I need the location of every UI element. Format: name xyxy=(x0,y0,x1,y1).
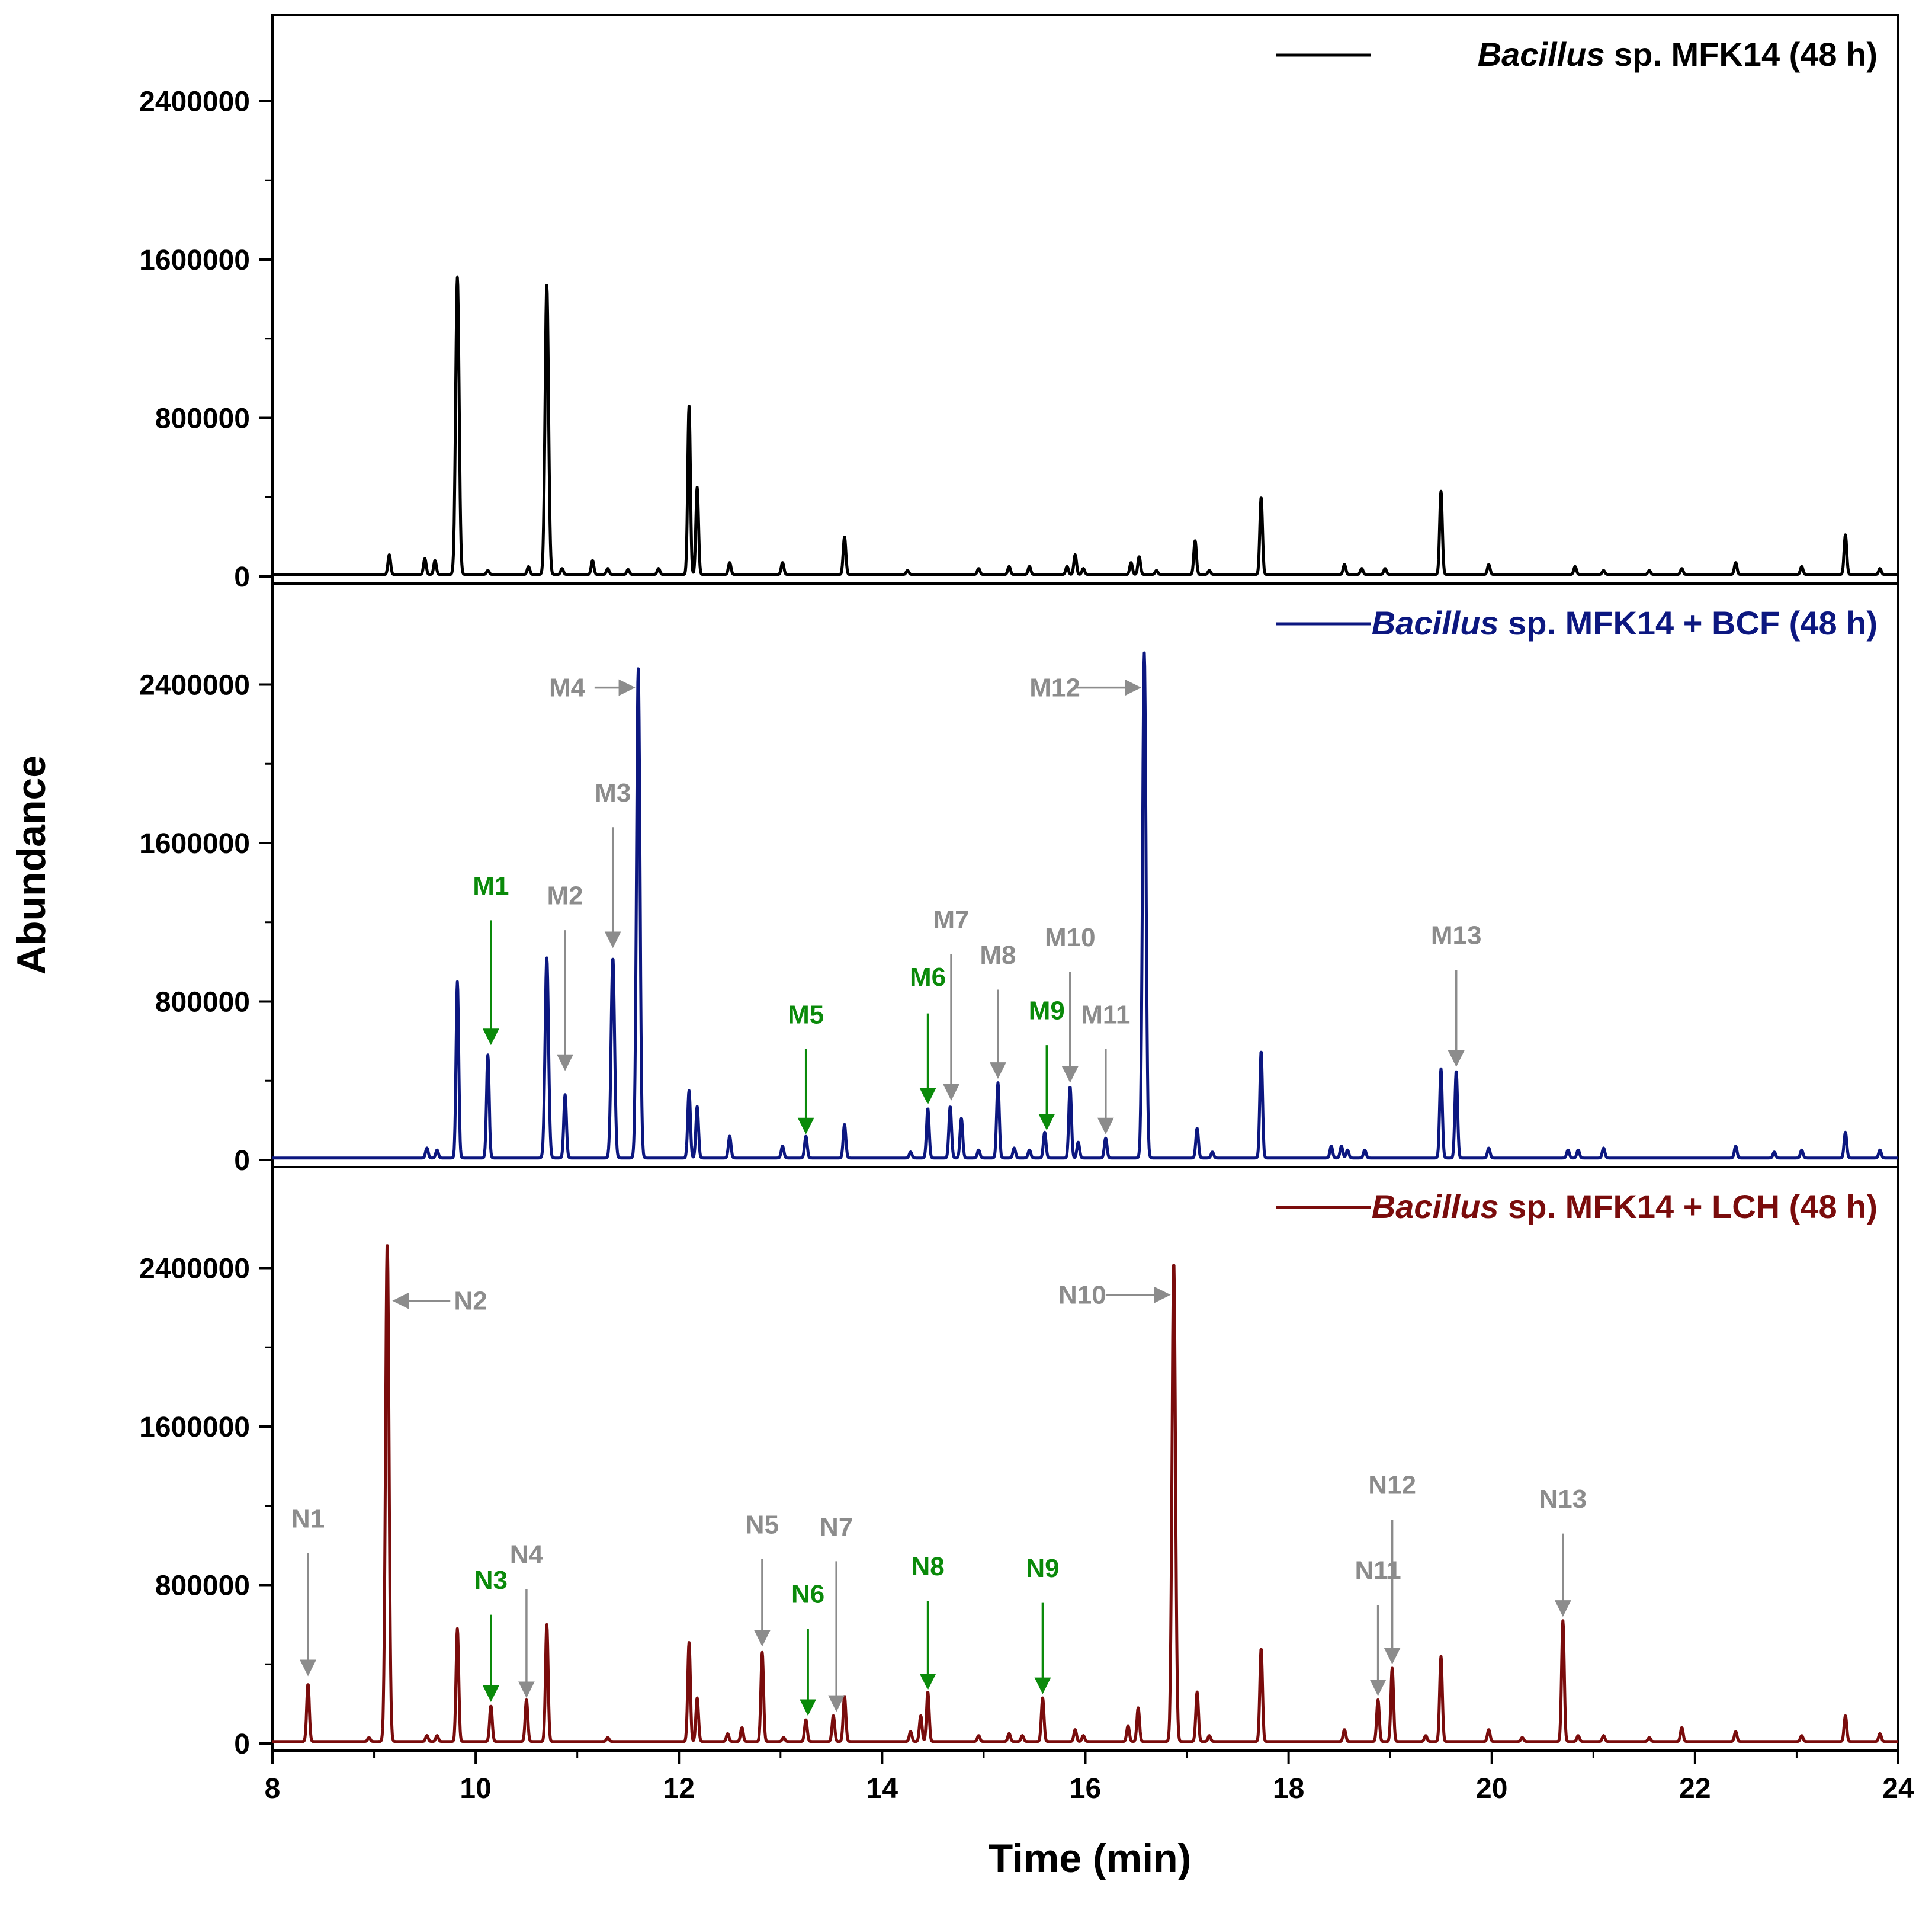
x-tick-label: 8 xyxy=(265,1773,281,1805)
annotation-label-M6: M6 xyxy=(910,963,946,992)
annotation-label-N8: N8 xyxy=(911,1552,944,1581)
annotation-label-M2: M2 xyxy=(547,882,583,911)
annotation-label-M7: M7 xyxy=(933,905,969,934)
annotation-label-M4: M4 xyxy=(549,674,586,703)
x-tick-label: 14 xyxy=(866,1773,898,1805)
y-axis-title: Abundance xyxy=(9,755,54,975)
x-tick-label: 20 xyxy=(1476,1773,1507,1805)
y-tick-label-lch: 2400000 xyxy=(139,1254,250,1285)
annotation-label-N13: N13 xyxy=(1539,1485,1587,1514)
panel-frame-bcf xyxy=(271,582,1899,1168)
annotation-label-N1: N1 xyxy=(291,1505,325,1534)
panel-frame-control xyxy=(271,14,1899,585)
y-tick-label-bcf: 0 xyxy=(234,1145,250,1177)
annotation-label-M13: M13 xyxy=(1431,921,1482,950)
annotation-label-N10: N10 xyxy=(1058,1281,1106,1310)
trace-line-control xyxy=(271,275,1899,576)
annotation-label-M12: M12 xyxy=(1029,674,1080,703)
annotation-label-M1: M1 xyxy=(473,871,509,900)
trace-line-bcf xyxy=(271,651,1899,1160)
annotation-label-N2: N2 xyxy=(454,1287,487,1316)
x-tick-label: 16 xyxy=(1070,1773,1101,1805)
legend-label-bcf: Bacillus sp. MFK14 + BCF (48 h) xyxy=(1372,604,1878,642)
annotation-label-M5: M5 xyxy=(788,1000,824,1029)
annotation-label-N12: N12 xyxy=(1368,1471,1416,1500)
annotation-label-M9: M9 xyxy=(1029,996,1065,1025)
x-tick-label: 10 xyxy=(460,1773,491,1805)
annotation-label-M8: M8 xyxy=(980,941,1016,970)
y-tick-label-lch: 800000 xyxy=(155,1571,250,1602)
x-tick-label: 22 xyxy=(1679,1773,1710,1805)
annotation-label-N9: N9 xyxy=(1026,1554,1059,1583)
x-tick-label: 18 xyxy=(1273,1773,1304,1805)
annotation-label-N7: N7 xyxy=(820,1512,853,1541)
y-tick-label-bcf: 1600000 xyxy=(139,828,250,860)
legend-label-control: Bacillus sp. MFK14 (48 h) xyxy=(1478,36,1878,73)
y-tick-label-bcf: 800000 xyxy=(155,987,250,1018)
annotation-label-N5: N5 xyxy=(746,1511,779,1540)
annotation-label-N11: N11 xyxy=(1355,1556,1401,1585)
annotation-label-N6: N6 xyxy=(791,1580,824,1609)
legend-label-lch: Bacillus sp. MFK14 + LCH (48 h) xyxy=(1372,1188,1878,1225)
annotation-label-M10: M10 xyxy=(1045,923,1096,952)
y-tick-label-lch: 0 xyxy=(234,1729,250,1760)
x-axis-title: Time (min) xyxy=(989,1836,1192,1881)
annotation-label-N4: N4 xyxy=(510,1540,544,1569)
y-tick-label-control: 0 xyxy=(234,562,250,593)
x-tick-label: 12 xyxy=(663,1773,695,1805)
trace-line-lch xyxy=(271,1244,1899,1743)
y-tick-label-control: 1600000 xyxy=(139,245,250,276)
x-tick-label: 24 xyxy=(1882,1773,1914,1805)
panel-frame-lch xyxy=(271,1166,1899,1752)
y-tick-label-lch: 1600000 xyxy=(139,1412,250,1443)
y-tick-label-bcf: 2400000 xyxy=(139,670,250,701)
annotation-label-N3: N3 xyxy=(474,1566,508,1595)
y-tick-label-control: 2400000 xyxy=(139,86,250,118)
annotation-label-M11: M11 xyxy=(1081,1000,1130,1029)
annotation-label-M3: M3 xyxy=(595,778,631,807)
y-tick-label-control: 800000 xyxy=(155,403,250,435)
